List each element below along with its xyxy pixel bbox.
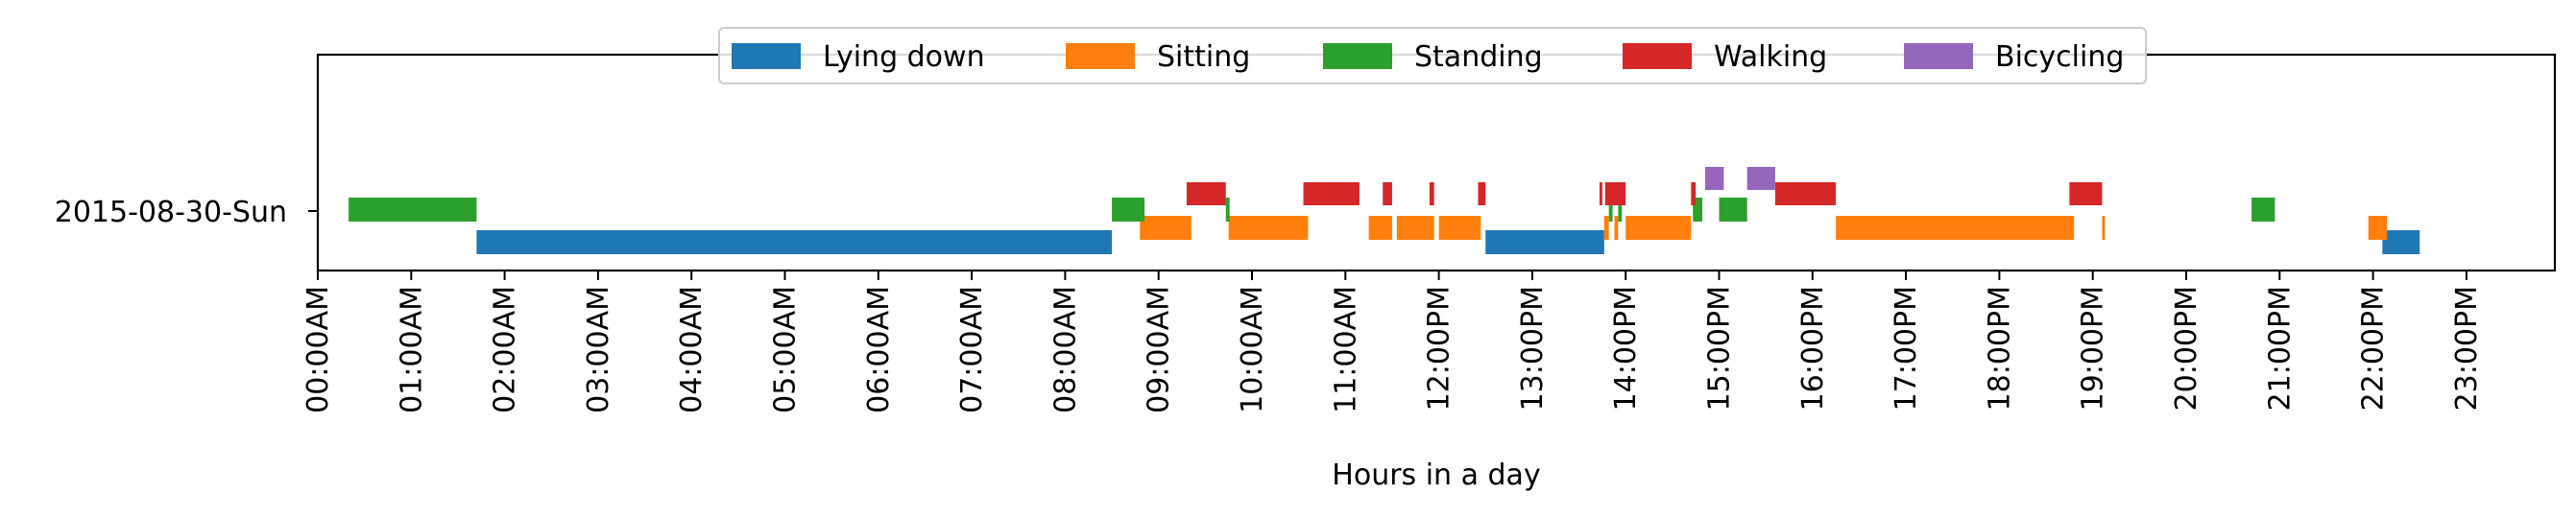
- bar-sitting: [1625, 216, 1692, 240]
- bar-sitting: [1228, 216, 1309, 240]
- x-tick-label: 17:00PM: [1890, 286, 1923, 411]
- x-axis-label: Hours in a day: [1332, 459, 1540, 492]
- x-tick-label: 21:00PM: [2263, 286, 2297, 411]
- x-tick-label: 06:00AM: [862, 286, 896, 413]
- x-tick-label: 12:00PM: [1423, 286, 1457, 411]
- activity-bars: [349, 167, 2420, 254]
- legend-label-standing: Standing: [1414, 40, 1543, 74]
- bar-standing: [1693, 198, 1702, 222]
- legend-swatch-standing: [1323, 43, 1392, 69]
- x-tick-label: 05:00AM: [769, 286, 803, 413]
- legend-label-walking: Walking: [1714, 40, 1827, 74]
- x-tick-label: 14:00PM: [1609, 286, 1643, 411]
- x-tick-label: 13:00PM: [1516, 286, 1550, 411]
- legend-swatch-lying-down: [732, 43, 801, 69]
- x-tick-label: 03:00AM: [582, 286, 615, 413]
- x-tick-label: 10:00AM: [1236, 286, 1269, 413]
- bar-standing: [2251, 198, 2275, 222]
- x-tick-label: 09:00AM: [1143, 286, 1176, 413]
- bar-walking: [1774, 182, 1837, 205]
- bar-sitting: [2102, 216, 2106, 240]
- x-axis: 00:00AM 01:00AM 02:00AM 03:00AM 04:00AM 05:00…: [301, 271, 2484, 413]
- x-tick-label: 02:00AM: [489, 286, 522, 413]
- x-tick-label: 19:00PM: [2077, 286, 2110, 411]
- bar-bicycling: [1746, 167, 1775, 190]
- legend-swatch-bicycling: [1904, 43, 1973, 69]
- x-tick-label: 15:00PM: [1703, 286, 1737, 411]
- x-tick-label: 04:00AM: [675, 286, 709, 413]
- bar-sitting: [1396, 216, 1434, 240]
- bar-walking: [1691, 182, 1697, 205]
- legend-label-sitting: Sitting: [1157, 40, 1250, 74]
- x-tick-label: 08:00AM: [1048, 286, 1082, 413]
- bar-sitting: [1603, 216, 1609, 240]
- bar-lying-down: [2382, 230, 2420, 254]
- bar-bicycling: [1704, 167, 1724, 190]
- bar-standing: [1719, 198, 1747, 222]
- legend-swatch-sitting: [1066, 43, 1135, 69]
- bar-sitting: [1836, 216, 2075, 240]
- bar-standing: [1618, 198, 1623, 222]
- bar-sitting: [1438, 216, 1481, 240]
- bar-standing: [1608, 198, 1613, 222]
- bar-standing: [1225, 198, 1230, 222]
- x-tick-label: 20:00PM: [2170, 286, 2203, 411]
- legend-box: [718, 27, 2147, 84]
- bar-standing: [1112, 198, 1145, 222]
- y-tick-label: 2015-08-30-Sun: [55, 196, 287, 229]
- bar-standing: [349, 198, 477, 222]
- legend-label-lying-down: Lying down: [823, 40, 985, 74]
- bar-sitting: [1140, 216, 1192, 240]
- x-tick-label: 11:00AM: [1329, 286, 1362, 413]
- legend: Lying down Sitting Standing Walking Bicyclin…: [718, 27, 2147, 84]
- x-tick-label: 22:00PM: [2357, 286, 2391, 411]
- legend-label-bicycling: Bicycling: [1995, 40, 2124, 74]
- x-tick-label: 23:00PM: [2450, 286, 2484, 411]
- bar-walking: [1604, 182, 1626, 205]
- x-tick-label: 18:00PM: [1983, 286, 2016, 411]
- bar-walking: [1303, 182, 1360, 205]
- bar-walking: [1478, 182, 1486, 205]
- bar-sitting: [1368, 216, 1392, 240]
- bar-sitting: [2368, 216, 2388, 240]
- bar-sitting: [1614, 216, 1619, 240]
- bar-walking: [1429, 182, 1434, 205]
- bar-lying-down: [476, 230, 1113, 254]
- x-tick-label: 07:00AM: [955, 286, 989, 413]
- x-tick-label: 01:00AM: [395, 286, 428, 413]
- bar-walking: [1383, 182, 1392, 205]
- x-tick-label: 16:00PM: [1796, 286, 1830, 411]
- bar-walking: [2069, 182, 2103, 205]
- bar-lying-down: [1485, 230, 1604, 254]
- legend-swatch-walking: [1623, 43, 1692, 69]
- bar-walking: [1599, 182, 1602, 205]
- bar-walking: [1186, 182, 1226, 205]
- y-axis: 2015-08-30-Sun: [55, 196, 318, 229]
- x-tick-label: 00:00AM: [301, 286, 335, 413]
